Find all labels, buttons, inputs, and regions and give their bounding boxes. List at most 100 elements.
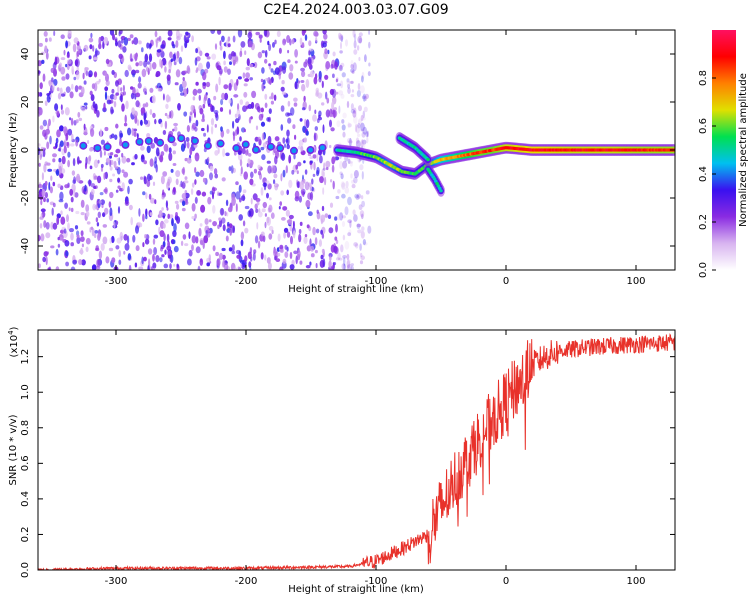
spectrogram-noise-speck (70, 242, 74, 247)
spectrogram-noise-speck (123, 122, 128, 127)
snr-frame (37, 329, 676, 571)
spectrogram-noise-speck (223, 66, 228, 73)
spectrogram-noise-speck (146, 179, 151, 188)
spectrogram-noise-speck (45, 256, 48, 266)
colorbar-label: Normalized spectral amplitude (738, 73, 749, 227)
spectrogram-noise-speck (173, 122, 179, 127)
spectrogram-noise-speck (311, 178, 314, 185)
spectrogram-noise-speck (49, 186, 54, 194)
spectrogram-noise-speck (154, 199, 157, 205)
spectrogram-trace-blob-core (192, 138, 198, 144)
spectrogram-noise-speck (335, 239, 339, 245)
spectrogram-noise-speck (133, 37, 139, 45)
spectrogram-noise-speck (258, 113, 264, 121)
spectrogram-noise-speck (50, 245, 55, 249)
spectrogram-noise-speck (135, 245, 140, 252)
spectrogram-noise-speck (70, 207, 74, 213)
spectrogram-noise-speck (212, 204, 216, 214)
spectrogram-noise-speck (190, 188, 194, 196)
spectrogram-noise-speck (113, 101, 117, 108)
spectrogram-noise-speck (341, 119, 345, 124)
spectrogram-noise-speck (46, 198, 49, 203)
spectrogram-noise-speck (223, 60, 226, 66)
snr-y-tick-label: 0.4 (20, 491, 31, 507)
spectrogram-noise-speck (44, 100, 48, 107)
spectrogram-noise-speck (327, 49, 330, 55)
spectrogram-noise-speck (162, 130, 167, 135)
spectrogram-noise-speck (54, 103, 59, 111)
spectrogram-trace-core (436, 184, 441, 188)
spectrogram-noise-speck (304, 181, 310, 191)
spectrogram-noise-speck (119, 231, 124, 241)
spectrogram-noise-speck (340, 173, 344, 180)
spectrogram-noise-speck (234, 56, 239, 62)
spectrogram-noise-speck (291, 169, 295, 175)
spectrogram-noise-speck (335, 78, 338, 83)
spectrogram-noise-speck (190, 104, 195, 112)
spectrogram-noise-speck (325, 91, 328, 100)
spectrogram-noise-speck (100, 243, 105, 251)
spectrogram-noise-speck (62, 126, 68, 134)
spectrogram-noise-speck (274, 39, 277, 45)
spectrogram-noise-speck (115, 40, 118, 47)
spectrogram-noise-speck (161, 194, 165, 200)
spectrogram-noise-speck (58, 157, 62, 163)
spectrogram-noise-speck (191, 203, 196, 212)
spectrogram-noise-speck (287, 49, 290, 54)
spectrogram-noise-speck (338, 65, 343, 72)
spectrogram-noise-speck (61, 93, 65, 97)
spectrogram-noise-speck (67, 222, 70, 231)
spectrogram-noise-speck (94, 185, 98, 190)
spectrogram-noise-speck (132, 73, 136, 78)
spectrogram-noise-speck (334, 236, 338, 241)
spectrogram-noise-speck (304, 34, 308, 41)
spectrogram-trace-blob-core (233, 145, 239, 151)
spectrogram-noise-speck (328, 227, 334, 234)
spectrogram-noise-speck (67, 30, 72, 38)
spectrogram-noise-speck (116, 166, 119, 170)
colorbar-tick-label: 0.0 (698, 262, 709, 278)
spectrogram-noise-speck (309, 238, 312, 247)
spectrogram-noise-speck (97, 211, 102, 218)
spectrogram-noise-speck (238, 184, 242, 193)
spectrogram-noise-speck (170, 168, 174, 173)
spectrogram-noise-speck (344, 240, 350, 250)
spectrogram-noise-speck (350, 109, 355, 114)
spectrogram-noise-speck (196, 190, 202, 196)
spectrogram-noise-speck (57, 183, 61, 188)
spectrogram-noise-speck (354, 193, 359, 199)
spectrogram-noise-speck (115, 123, 119, 129)
spectrogram-noise-speck (66, 59, 72, 65)
spectrogram-noise-speck (342, 254, 347, 259)
spectrogram-noise-speck (219, 45, 223, 51)
spectrogram-noise-speck (149, 158, 154, 167)
spectrogram-noise-speck (162, 171, 168, 177)
spectrogram-noise-speck (146, 145, 151, 154)
spectrogram-noise-speck (280, 124, 284, 131)
spectrogram-noise-speck (220, 126, 223, 132)
spectrogram-noise-speck (104, 171, 109, 180)
spectrogram-noise-speck (301, 70, 306, 78)
spectrogram-noise-speck (367, 71, 371, 77)
spectrogram-noise-speck (313, 161, 316, 171)
spectrogram-noise-speck (84, 67, 89, 71)
spectrogram-noise-speck (318, 76, 322, 83)
spectrogram-noise-speck (354, 33, 357, 42)
spectrogram-noise-speck (48, 37, 52, 42)
spectrogram-noise-speck (314, 249, 318, 254)
spectrogram-noise-speck (138, 60, 143, 67)
spectrogram-noise-speck (141, 68, 147, 78)
spectrogram-noise-speck (233, 267, 238, 270)
spectrogram-noise-speck (168, 69, 171, 74)
spectrogram-noise-speck (93, 159, 99, 168)
spectrogram-noise-speck (337, 252, 341, 260)
spectrogram-noise-speck (150, 142, 155, 149)
spectrogram-noise-speck (132, 234, 136, 243)
spectrogram-noise-speck (344, 186, 350, 194)
snr-x-tick-label: -100 (365, 576, 388, 587)
spectrogram-noise-speck (67, 128, 73, 136)
spectrogram-noise-speck (151, 61, 157, 70)
spectrogram-noise-speck (244, 150, 249, 156)
spectrogram-noise-speck (65, 261, 69, 267)
spectrogram-noise-speck (318, 239, 322, 247)
